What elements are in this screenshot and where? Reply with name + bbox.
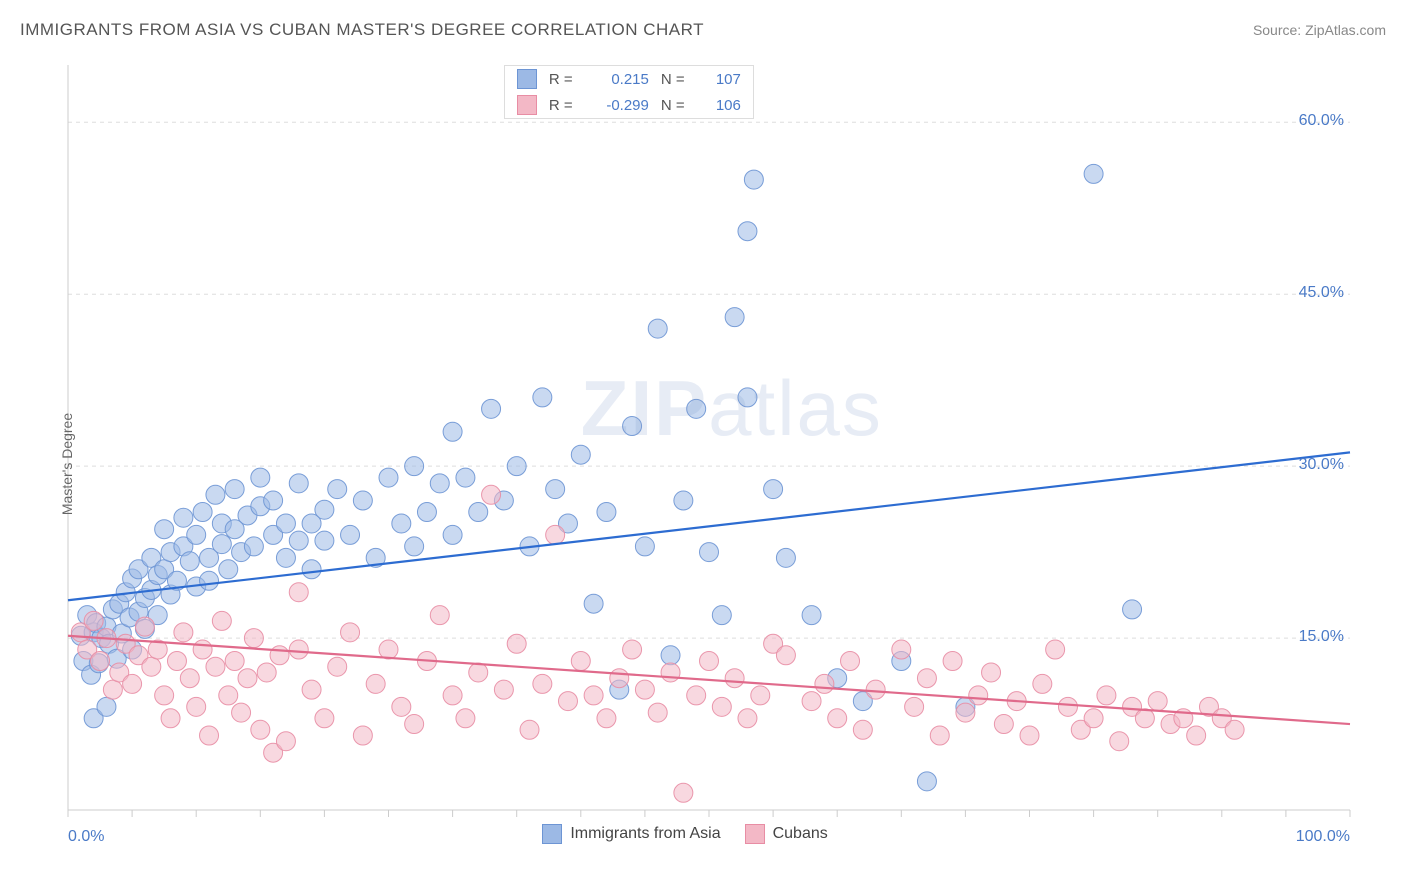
legend-swatch	[517, 69, 537, 89]
r-value: 0.215	[589, 71, 649, 88]
series-legend-label: Cubans	[773, 825, 828, 843]
correlation-legend-row: R = -0.299 N = 106	[505, 92, 753, 118]
y-axis-label: Master's Degree	[59, 412, 75, 514]
legend-swatch	[745, 824, 765, 844]
y-tick-label: 45.0%	[1299, 284, 1344, 302]
legend-swatch	[517, 95, 537, 115]
chart-container: Master's Degree ZIPatlas R =0.215N =107R…	[20, 55, 1386, 872]
series-legend-item: Cubans	[745, 824, 828, 844]
correlation-legend-row: R = 0.215 N = 107	[505, 66, 753, 92]
n-label: N =	[661, 97, 689, 114]
x-axis-max-label: 100.0%	[1296, 828, 1350, 846]
series-legend-label: Immigrants from Asia	[570, 825, 720, 843]
y-tick-label: 30.0%	[1299, 456, 1344, 474]
correlation-legend: R = 0.215 N = 107 R = -0.299 N = 106	[504, 65, 754, 119]
chart-title: IMMIGRANTS FROM ASIA VS CUBAN MASTER'S D…	[20, 20, 704, 40]
r-label: R =	[549, 97, 577, 114]
source-prefix: Source:	[1253, 22, 1305, 38]
r-label: R =	[549, 71, 577, 88]
series-legend: Immigrants from Asia Cubans	[542, 824, 827, 844]
n-label: N =	[661, 71, 689, 88]
source-name: ZipAtlas.com	[1305, 22, 1386, 38]
r-value: -0.299	[589, 97, 649, 114]
n-value: 106	[701, 97, 741, 114]
series-legend-item: Immigrants from Asia	[542, 824, 720, 844]
y-tick-label: 15.0%	[1299, 628, 1344, 646]
scatter-chart	[20, 55, 1386, 872]
n-value: 107	[701, 71, 741, 88]
x-axis-min-label: 0.0%	[68, 828, 104, 846]
legend-swatch	[542, 824, 562, 844]
y-tick-label: 60.0%	[1299, 112, 1344, 130]
source-attribution: Source: ZipAtlas.com	[1253, 22, 1386, 38]
